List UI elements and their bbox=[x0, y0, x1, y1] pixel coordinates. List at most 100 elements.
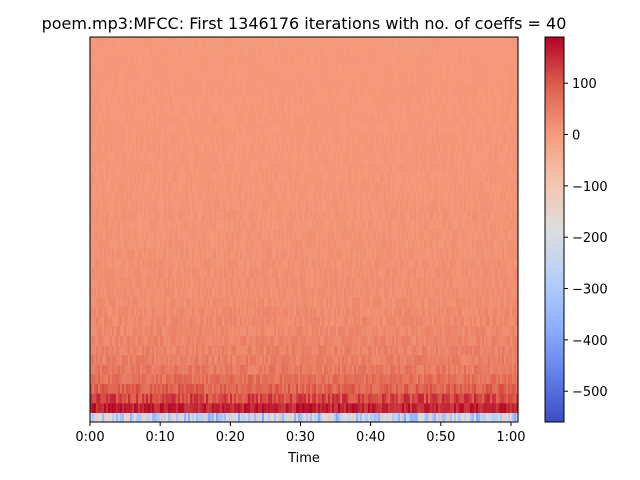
heatmap-cell bbox=[476, 229, 479, 240]
heatmap-cell bbox=[386, 316, 389, 327]
heatmap-cell bbox=[396, 354, 399, 365]
heatmap-cell bbox=[398, 306, 401, 317]
heatmap-cell bbox=[252, 248, 255, 259]
heatmap-cell bbox=[160, 248, 163, 259]
heatmap-cell bbox=[394, 229, 397, 240]
heatmap-cell bbox=[300, 325, 303, 336]
heatmap-cell bbox=[182, 316, 185, 327]
heatmap-cell bbox=[326, 354, 329, 365]
heatmap-cell bbox=[240, 354, 243, 365]
heatmap-cell bbox=[276, 200, 279, 211]
heatmap-cell bbox=[206, 402, 209, 413]
heatmap-cell bbox=[188, 210, 191, 221]
heatmap-cell bbox=[336, 354, 339, 365]
heatmap-cell bbox=[206, 335, 209, 346]
heatmap-cell bbox=[206, 287, 209, 298]
heatmap-cell bbox=[216, 316, 219, 327]
heatmap-cell bbox=[504, 268, 507, 279]
heatmap-cell bbox=[90, 229, 93, 240]
heatmap-cell bbox=[212, 229, 215, 240]
heatmap-cell bbox=[148, 268, 151, 279]
heatmap-cell bbox=[366, 277, 369, 288]
heatmap-cell bbox=[470, 306, 473, 317]
heatmap-cell bbox=[474, 383, 477, 394]
heatmap-cell bbox=[438, 248, 441, 259]
heatmap-cell bbox=[118, 402, 121, 413]
heatmap-cell bbox=[364, 393, 367, 404]
heatmap-cell bbox=[202, 306, 205, 317]
heatmap-cell bbox=[112, 306, 115, 317]
heatmap-cell bbox=[318, 239, 321, 250]
heatmap-cell bbox=[264, 373, 267, 385]
heatmap-cell bbox=[356, 210, 359, 221]
heatmap-cell bbox=[350, 412, 353, 423]
heatmap-cell bbox=[186, 268, 189, 279]
heatmap-cell bbox=[512, 229, 515, 240]
heatmap-cell bbox=[282, 248, 285, 259]
heatmap-cell bbox=[216, 345, 219, 356]
heatmap-cell bbox=[290, 296, 293, 308]
heatmap-cell bbox=[364, 412, 367, 423]
heatmap-cell bbox=[436, 268, 439, 279]
heatmap-cell bbox=[458, 354, 461, 365]
heatmap-cell bbox=[332, 229, 335, 240]
heatmap-cell bbox=[484, 200, 487, 211]
heatmap-cell bbox=[366, 393, 369, 404]
heatmap-cell bbox=[460, 335, 463, 346]
heatmap-cell bbox=[140, 316, 143, 327]
heatmap-cell bbox=[436, 383, 439, 394]
heatmap-cell bbox=[472, 325, 475, 336]
heatmap-cell bbox=[166, 306, 169, 317]
heatmap-cell bbox=[176, 287, 179, 298]
heatmap-cell bbox=[312, 364, 315, 375]
heatmap-cell bbox=[222, 412, 225, 423]
heatmap-cell bbox=[106, 258, 109, 269]
heatmap-cell bbox=[110, 191, 113, 202]
heatmap-cell bbox=[510, 354, 513, 365]
heatmap-cell bbox=[456, 364, 459, 375]
heatmap-cell bbox=[258, 219, 261, 231]
heatmap-cell bbox=[442, 345, 445, 356]
heatmap-cell bbox=[454, 373, 457, 385]
heatmap-cell bbox=[482, 345, 485, 356]
heatmap-cell bbox=[510, 335, 513, 346]
heatmap-cell bbox=[190, 191, 193, 202]
heatmap-cell bbox=[142, 200, 145, 211]
heatmap-cell bbox=[314, 402, 317, 413]
heatmap-cell bbox=[170, 287, 173, 298]
heatmap-cell bbox=[156, 335, 159, 346]
heatmap-cell bbox=[472, 402, 475, 413]
heatmap-cell bbox=[390, 402, 393, 413]
heatmap-cell bbox=[418, 393, 421, 404]
heatmap-cell bbox=[334, 383, 337, 394]
heatmap-cell bbox=[298, 364, 301, 375]
heatmap-cell bbox=[346, 373, 349, 385]
heatmap-cell bbox=[482, 316, 485, 327]
heatmap-cell bbox=[120, 210, 123, 221]
heatmap-cell bbox=[158, 325, 161, 336]
heatmap-cell bbox=[326, 210, 329, 221]
heatmap-cell bbox=[462, 229, 465, 240]
heatmap-cell bbox=[268, 287, 271, 298]
heatmap-cell bbox=[118, 383, 121, 394]
heatmap-cell bbox=[510, 412, 513, 423]
heatmap-cell bbox=[376, 402, 379, 413]
heatmap-cell bbox=[372, 248, 375, 259]
heatmap-cell bbox=[264, 287, 267, 298]
heatmap-cell bbox=[298, 402, 301, 413]
heatmap-cell bbox=[188, 200, 191, 211]
heatmap-cell bbox=[122, 219, 125, 231]
heatmap-cell bbox=[500, 306, 503, 317]
heatmap-cell bbox=[462, 364, 465, 375]
heatmap-cell bbox=[296, 229, 299, 240]
heatmap-cell bbox=[320, 248, 323, 259]
heatmap-cell bbox=[182, 383, 185, 394]
heatmap-cell bbox=[154, 335, 157, 346]
heatmap-cell bbox=[148, 258, 151, 269]
heatmap-cell bbox=[412, 402, 415, 413]
heatmap-cell bbox=[240, 402, 243, 413]
heatmap-cell bbox=[288, 200, 291, 211]
heatmap-cell bbox=[160, 239, 163, 250]
heatmap-cell bbox=[422, 412, 425, 423]
heatmap-cell bbox=[284, 354, 287, 365]
